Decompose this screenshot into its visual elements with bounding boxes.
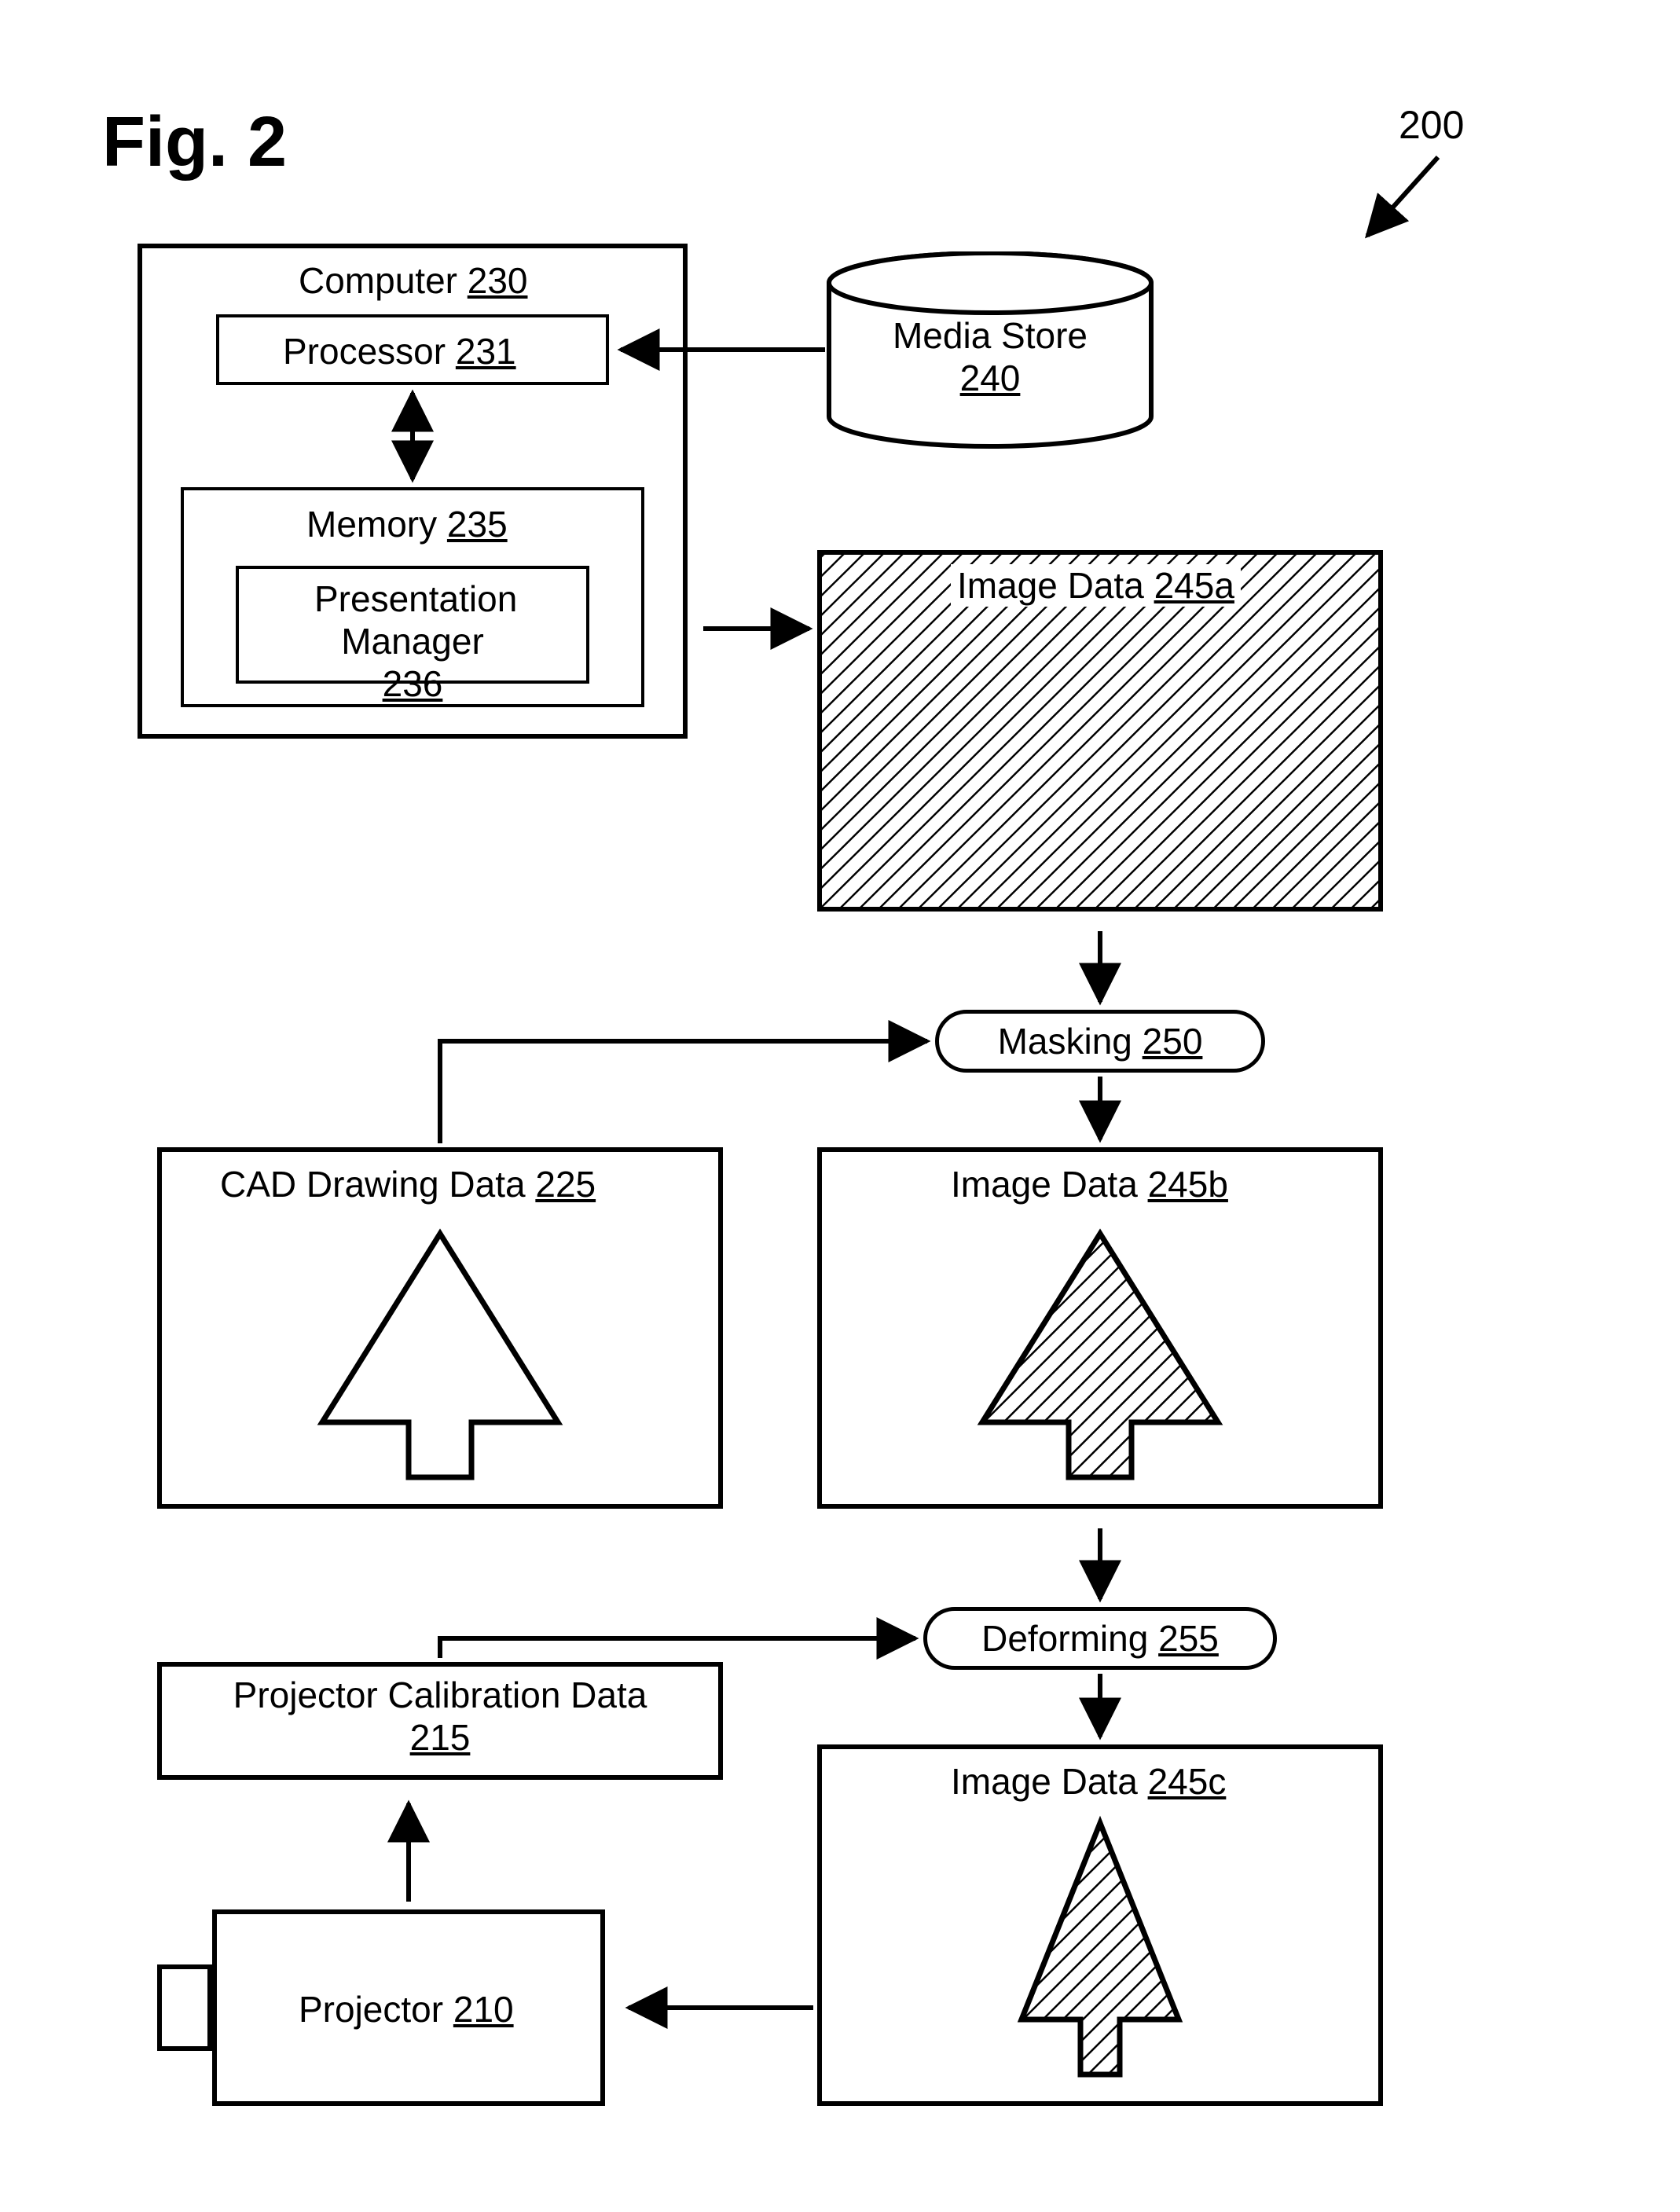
masking-pill: Masking 250: [935, 1010, 1265, 1073]
cad-label: CAD Drawing Data 225: [220, 1163, 596, 1205]
image-b-tree-icon: [959, 1226, 1242, 1493]
diagram-canvas: Fig. 2 200 Computer 230 Processor 231 Me…: [0, 0, 1680, 2212]
memory-label: Memory 235: [306, 503, 508, 545]
projector-label: Projector 210: [299, 1988, 514, 2030]
presentation-manager-label: Presentation Manager 236: [314, 578, 511, 705]
image-c-tree-icon: [1006, 1815, 1194, 2090]
processor-label: Processor 231: [283, 330, 516, 372]
figure-title: Fig. 2: [102, 102, 287, 183]
media-store-label: Media Store240: [888, 314, 1092, 399]
cad-tree-icon: [299, 1226, 581, 1493]
projector-lens: [157, 1964, 212, 2051]
image-data-245c-label: Image Data 245c: [951, 1760, 1226, 1803]
deforming-pill: Deforming 255: [923, 1607, 1277, 1670]
image-data-245b-label: Image Data 245b: [951, 1163, 1228, 1205]
figure-ref-200: 200: [1399, 102, 1464, 148]
calib-label: Projector Calibration Data215: [228, 1674, 652, 1759]
computer-label: Computer 230: [299, 259, 528, 302]
image-data-245a-label: Image Data 245a: [951, 564, 1241, 607]
